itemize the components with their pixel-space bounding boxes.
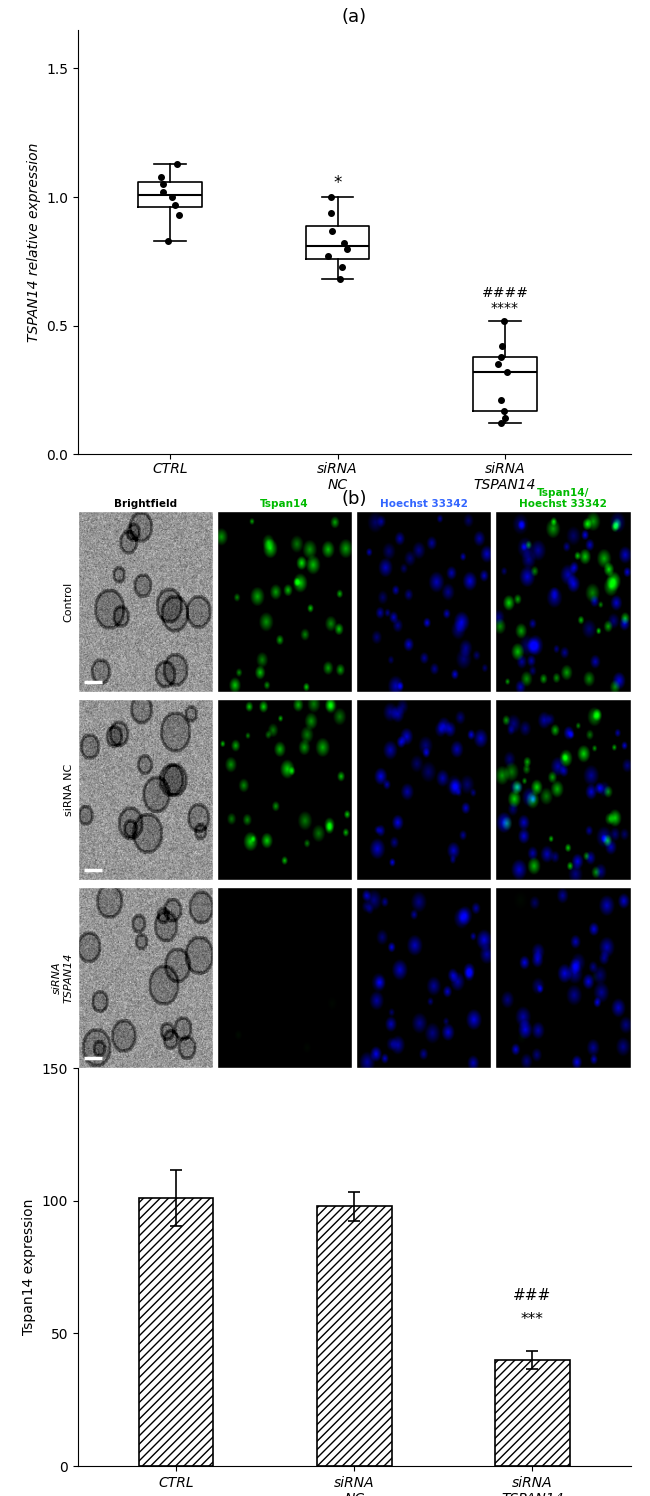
Title: Brightfield: Brightfield [114,500,177,509]
Y-axis label: TSPAN14 relative expression: TSPAN14 relative expression [27,142,41,341]
Point [500,407,511,431]
Point [497,334,508,358]
Text: *: * [333,174,342,191]
Point [158,172,168,196]
Point [174,203,185,227]
Bar [495,1360,570,1466]
Point [493,352,503,375]
Point [499,398,509,422]
Y-axis label: siRNA
TSPAN14: siRNA TSPAN14 [52,953,74,1002]
Point [502,361,512,384]
Point [326,200,336,224]
Bar [138,1198,213,1466]
Point [326,186,336,209]
Y-axis label: siRNA NC: siRNA NC [64,763,74,815]
Point [495,344,506,368]
Title: Tspan14/
Hoechst 33342: Tspan14/ Hoechst 33342 [519,488,607,509]
Point [156,165,166,188]
Point [167,186,177,209]
Point [337,254,347,278]
Text: ###: ### [514,1288,552,1303]
Y-axis label: Control: Control [64,582,74,622]
Title: (a): (a) [342,7,367,25]
Point [322,244,333,268]
Title: Hoechst 33342: Hoechst 33342 [380,500,468,509]
Point [342,236,352,260]
Point [495,389,506,413]
Text: ####: #### [482,286,528,301]
Point [339,232,350,256]
Point [499,308,509,332]
Point [162,229,173,253]
Point [172,151,183,175]
Bar [317,1206,392,1466]
Point [170,193,180,217]
Point [334,268,345,292]
Point [326,218,337,242]
Y-axis label: Tspan14 expression: Tspan14 expression [22,1198,36,1336]
Point [496,411,506,435]
Text: (b): (b) [341,491,367,509]
Text: ****: **** [491,301,519,316]
Title: Tspan14: Tspan14 [261,500,309,509]
Text: ***: *** [521,1312,544,1327]
Point [158,180,168,203]
